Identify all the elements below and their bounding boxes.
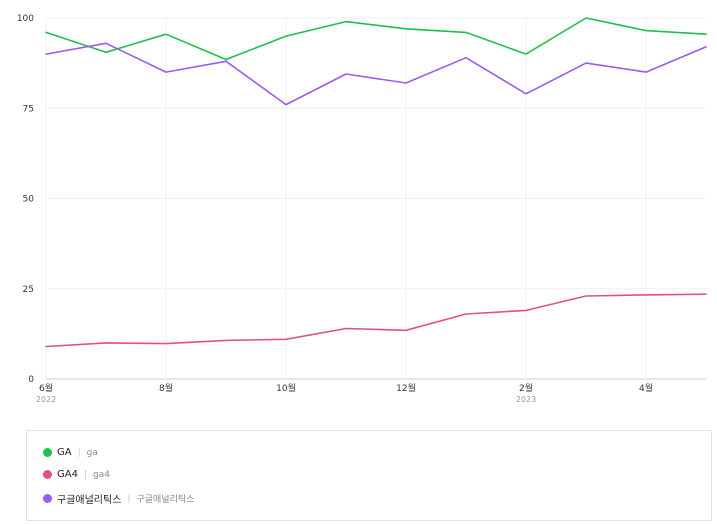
legend-label-ga: GA bbox=[57, 447, 72, 458]
legend-dot-google-analytics bbox=[43, 494, 52, 503]
legend-term-google-analytics: 구글애널리틱스 bbox=[136, 495, 195, 505]
x-tick-label: 4월 bbox=[639, 382, 653, 394]
y-tick-label: 75 bbox=[23, 104, 34, 114]
series-line-0 bbox=[45, 17, 707, 61]
legend-separator: | bbox=[127, 493, 131, 504]
x-tick-label: 10월 bbox=[276, 382, 296, 394]
legend-label-ga4: GA4 bbox=[57, 469, 78, 480]
legend-item-ga4[interactable]: GA4 | ga4 bbox=[43, 469, 110, 480]
x-tick-label: 8월 bbox=[159, 382, 173, 394]
legend-separator: | bbox=[83, 469, 87, 480]
y-tick-label: 50 bbox=[23, 195, 35, 205]
legend-item-ga[interactable]: GA | ga bbox=[43, 447, 98, 458]
x-tick-year-label: 2023 bbox=[516, 395, 536, 404]
y-tick-label: 0 bbox=[28, 375, 34, 385]
series-line-2 bbox=[45, 42, 707, 106]
x-tick-label: 2월 bbox=[519, 382, 533, 394]
x-tick-year-label: 2022 bbox=[36, 395, 56, 404]
x-tick-label: 12월 bbox=[396, 382, 416, 394]
x-tick-label: 6월 bbox=[39, 382, 53, 394]
legend-label-google-analytics: 구글애널리틱스 bbox=[57, 495, 122, 506]
legend-term-ga4: ga4 bbox=[93, 469, 110, 480]
series-line-1 bbox=[45, 293, 707, 348]
legend-term-ga: ga bbox=[86, 447, 98, 458]
legend-separator: | bbox=[77, 447, 81, 458]
y-tick-label: 25 bbox=[23, 285, 34, 295]
legend-dot-ga bbox=[43, 448, 52, 457]
legend: GA | ga GA4 | ga4 구글애널리틱스 | 구글애널리틱스 bbox=[26, 430, 712, 521]
y-tick-label: 100 bbox=[17, 14, 34, 24]
legend-item-google-analytics[interactable]: 구글애널리틱스 | 구글애널리틱스 bbox=[43, 491, 194, 506]
legend-dot-ga4 bbox=[43, 470, 52, 479]
